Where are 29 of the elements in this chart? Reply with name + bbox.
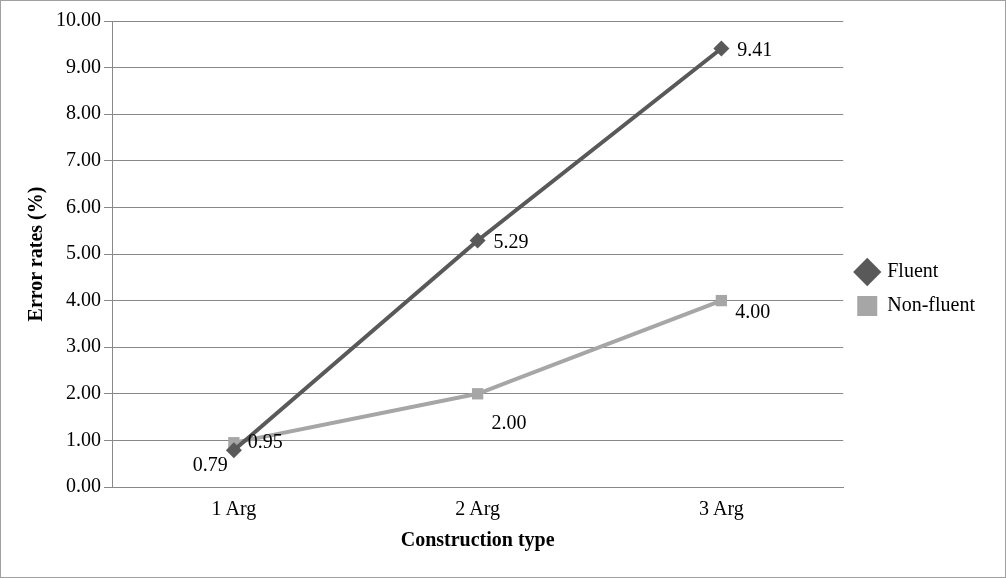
y-tick-label: 4.00 xyxy=(66,287,101,310)
x-tick-label: 3 Arg xyxy=(699,497,744,521)
y-tick-label: 1.00 xyxy=(66,427,101,450)
x-axis-title: Construction type xyxy=(400,528,555,552)
y-tick-label: 0.00 xyxy=(66,474,101,497)
point xyxy=(225,442,242,459)
point xyxy=(715,294,728,307)
y-tick-label: 9.00 xyxy=(66,54,101,77)
point xyxy=(713,40,730,57)
x-tick-label: 1 Arg xyxy=(211,497,257,521)
data-label: 9.41 xyxy=(737,37,773,60)
point xyxy=(469,232,486,249)
y-tick-label: 2.00 xyxy=(66,381,101,404)
x-tick-label: 2 Arg xyxy=(455,497,500,521)
data-label: 0.95 xyxy=(247,429,283,452)
y-tick-label: 3.00 xyxy=(66,334,101,357)
y-tick-label: 8.00 xyxy=(66,101,101,124)
data-label: 0.79 xyxy=(192,453,228,476)
legend-label: Non-fluent xyxy=(887,293,976,316)
y-tick-label: 6.00 xyxy=(66,194,101,217)
point xyxy=(471,388,484,400)
y-tick-label: 7.00 xyxy=(66,148,101,171)
y-axis-title: Error rates (%) xyxy=(24,186,48,322)
y-tick-label: 5.00 xyxy=(66,241,101,264)
data-label: 5.29 xyxy=(493,229,529,252)
data-label: 2.00 xyxy=(491,411,527,434)
legend-label: Fluent xyxy=(887,259,939,282)
y-tick-label: 10.00 xyxy=(56,8,101,31)
data-label: 4.00 xyxy=(735,299,771,322)
